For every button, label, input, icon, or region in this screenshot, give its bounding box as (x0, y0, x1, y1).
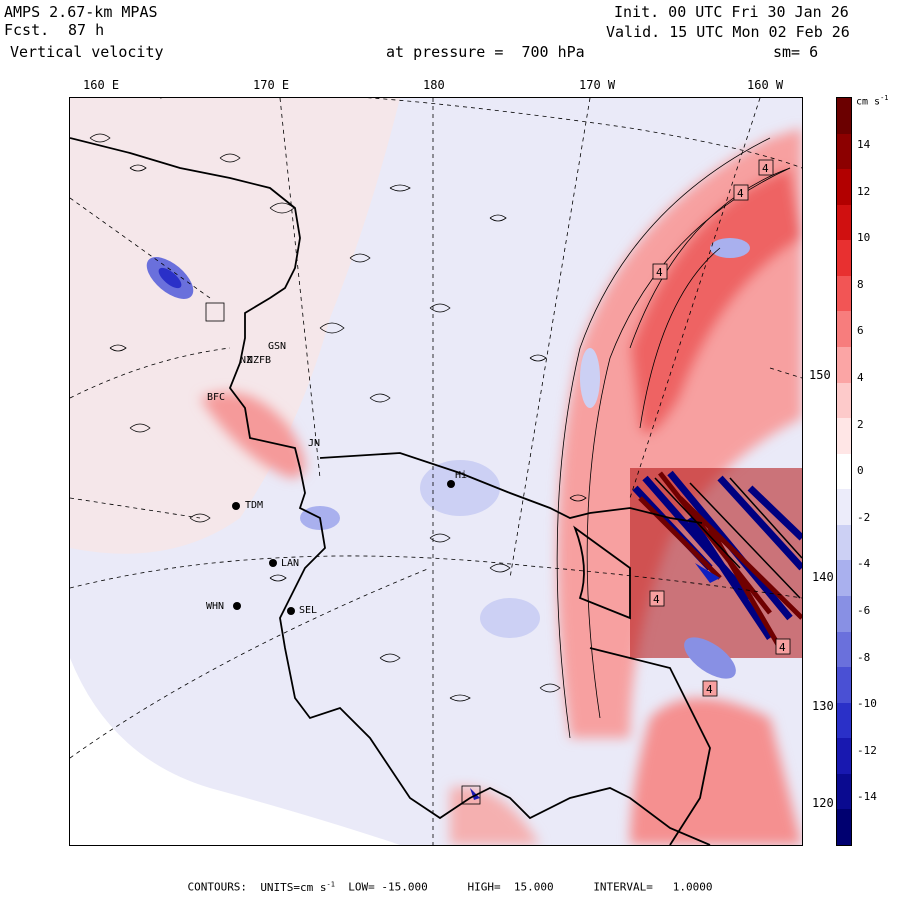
downward-motion-patches (146, 238, 750, 800)
colorbar-swatch (837, 311, 851, 348)
colorbar-swatch (837, 133, 851, 170)
graticule (70, 98, 802, 845)
station-marker (447, 480, 455, 488)
colorbar-swatch (837, 169, 851, 206)
colorbar-tick-label: 6 (857, 324, 864, 338)
white-land-region (70, 658, 400, 845)
station-label: SEL (299, 605, 318, 616)
pressure-level: at pressure = 700 hPa (386, 43, 585, 61)
colorbar-tick-label: 2 (857, 417, 864, 431)
valid-time: Valid. 15 UTC Mon 02 Feb 26 (606, 23, 850, 41)
colorbar-swatch (837, 382, 851, 419)
low-value: LOW= -15.000 (348, 880, 428, 894)
contour-value-boxes: 4 4 4 4 4 4 (205, 159, 791, 805)
colorbar-swatch (837, 240, 851, 277)
colorbar-swatch (837, 809, 851, 846)
station-label: Hi (455, 470, 468, 481)
upward-motion-south (630, 698, 802, 845)
longitude-label: 170 W (579, 78, 616, 92)
longitude-label: 170 E (253, 78, 290, 92)
strong-upward-band (630, 168, 802, 434)
colorbar (836, 97, 852, 846)
units-label: UNITS=cm s-1 (260, 880, 335, 894)
colorbar-swatch (837, 560, 851, 597)
colorbar-tick-label: 0 (857, 464, 864, 478)
station-label: GSN (268, 341, 287, 352)
longitude-label: 180 (423, 78, 445, 92)
contour-lines (89, 133, 791, 739)
pink-region-west (70, 98, 400, 554)
colorbar-tick-label: -4 (857, 557, 871, 571)
contour-value: 4 (779, 641, 786, 654)
colorbar-swatch (837, 489, 851, 526)
station-label: WHN (206, 601, 225, 612)
model-title: AMPS 2.67-km MPAS (4, 3, 158, 21)
colorbar-swatch (837, 204, 851, 241)
colorbar-tick-label: 10 (857, 231, 871, 245)
colorbar-swatch (837, 702, 851, 739)
smoothing-value: sm= 6 (773, 43, 819, 61)
vertical-velocity-map: 4 4 4 4 4 4 (70, 98, 802, 845)
colorbar-units: cm s-1 (856, 94, 889, 108)
forecast-label: Fcst. (4, 21, 50, 39)
field-name: Vertical velocity (10, 43, 164, 61)
station-label: JN (308, 438, 321, 449)
high-value: HIGH= 15.000 (467, 880, 554, 894)
colorbar-tick-label: -14 (857, 790, 877, 804)
colorbar-tick-label: -8 (857, 650, 871, 664)
colorbar-swatch (837, 275, 851, 312)
mountain-wave-zone (630, 468, 802, 658)
colorbar-tick-label: 14 (857, 138, 871, 151)
contour-value: 4 (653, 593, 660, 606)
colorbar-swatch (837, 524, 851, 561)
contours-label: CONTOURS: (187, 880, 248, 894)
init-time: Init. 00 UTC Fri 30 Jan 26 (614, 3, 849, 21)
colorbar-tick-label: -6 (857, 604, 871, 617)
colorbar-swatch (837, 773, 851, 810)
colorbar-tick-label: -12 (857, 743, 877, 757)
colorbar-tick-label: 4 (857, 371, 864, 384)
colorbar-swatch (837, 453, 851, 490)
station-marker (233, 602, 241, 610)
station-marker (287, 607, 295, 615)
colorbar-tick-label: 12 (857, 184, 871, 198)
coastline (70, 137, 711, 845)
station-label: NZFB (247, 355, 272, 366)
upward-motion-coast (450, 786, 540, 845)
colorbar-tick-label: -2 (857, 510, 871, 524)
station-label: LAN (281, 558, 300, 569)
contour-value: 4 (656, 266, 663, 279)
station-marker (269, 559, 277, 567)
map-panel: 4 4 4 4 4 4 (69, 97, 803, 846)
longitude-label: 160 E (83, 78, 120, 92)
contour-value: 4 (762, 162, 769, 175)
contour-info-footer: CONTOURS: UNITS=cm s-1 LOW= -15.000 HIGH… (0, 880, 900, 894)
colorbar-swatch (837, 418, 851, 455)
colorbar-swatch (837, 738, 851, 775)
upward-motion-bfc (200, 392, 305, 478)
colorbar-swatch (837, 631, 851, 668)
station-label: NZ (240, 355, 253, 366)
colorbar-swatch (837, 98, 851, 135)
station-box (461, 785, 481, 805)
station-marker (232, 502, 240, 510)
station-label: BFC (207, 392, 226, 403)
contour-value: 4 (737, 187, 744, 200)
longitude-label: 160 W (747, 78, 784, 92)
colorbar-tick-label: -10 (857, 697, 877, 711)
colorbar-swatch (837, 347, 851, 384)
colorbar-swatch (837, 596, 851, 633)
forecast-hours: 87 h (68, 21, 105, 39)
station-box (205, 302, 225, 322)
station-label: TDM (245, 500, 264, 511)
colorbar-swatch (837, 667, 851, 704)
contour-value: 4 (706, 683, 713, 696)
interval-value: INTERVAL= 1.0000 (593, 880, 713, 894)
colorbar-tick-label: 8 (857, 277, 864, 291)
